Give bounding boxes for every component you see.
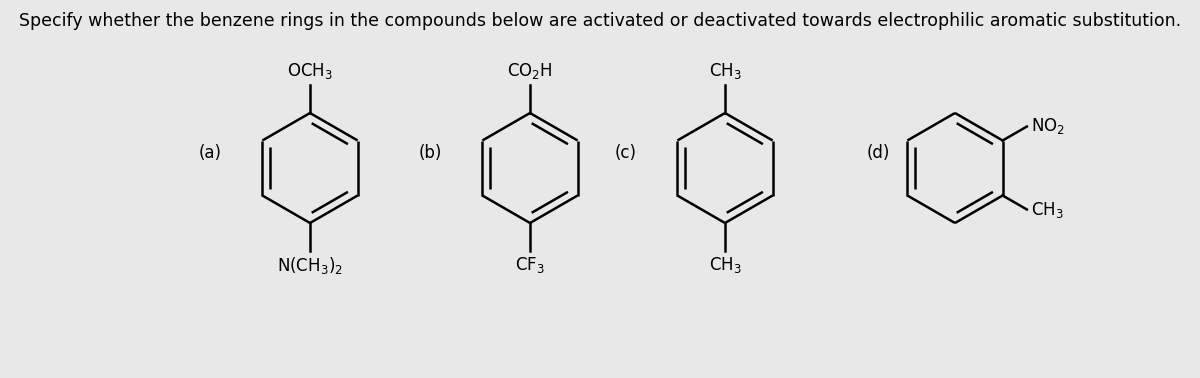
Text: CH$_3$: CH$_3$	[709, 61, 742, 81]
Text: CH$_3$: CH$_3$	[709, 255, 742, 275]
Text: (a): (a)	[199, 144, 222, 162]
Text: (d): (d)	[866, 144, 890, 162]
Text: (b): (b)	[419, 144, 442, 162]
Text: CH$_3$: CH$_3$	[1031, 200, 1063, 220]
Text: (c): (c)	[616, 144, 637, 162]
Text: N(CH$_3$)$_2$: N(CH$_3$)$_2$	[277, 255, 343, 276]
Text: CO$_2$H: CO$_2$H	[508, 61, 553, 81]
Text: NO$_2$: NO$_2$	[1031, 116, 1064, 136]
Text: CF$_3$: CF$_3$	[515, 255, 545, 275]
Text: Specify whether the benzene rings in the compounds below are activated or deacti: Specify whether the benzene rings in the…	[19, 12, 1181, 30]
Text: OCH$_3$: OCH$_3$	[287, 61, 332, 81]
